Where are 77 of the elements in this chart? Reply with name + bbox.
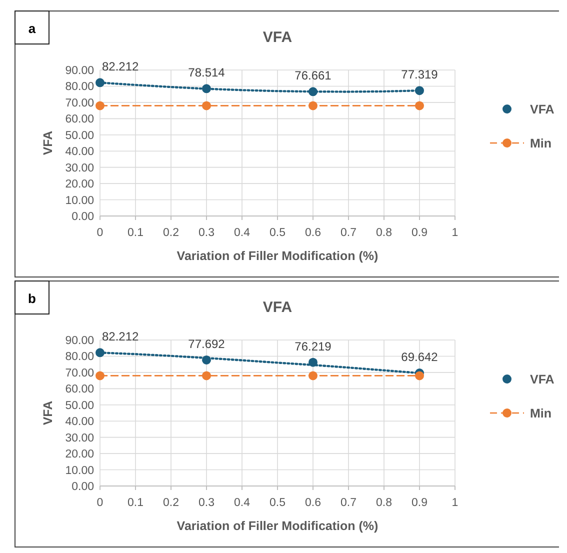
data-label: 69.642 bbox=[401, 350, 438, 364]
point bbox=[415, 86, 424, 96]
y-axis-title: VFA bbox=[41, 400, 55, 426]
y-tick-label: 50.00 bbox=[65, 400, 94, 412]
text: b bbox=[28, 291, 36, 306]
data-label: 78.514 bbox=[188, 66, 226, 80]
y-tick-label: 30.00 bbox=[65, 162, 94, 174]
x-tick-label: 0.6 bbox=[305, 227, 321, 239]
x-tick-label: 0.1 bbox=[128, 227, 144, 239]
y-tick-label: 80.00 bbox=[65, 81, 94, 94]
y-tick-label: 20.00 bbox=[65, 178, 94, 191]
x-axis-title: Variation of Filler Modification (%) bbox=[176, 519, 378, 533]
x-tick-label: 1 bbox=[452, 227, 458, 239]
y-tick-label: 90.00 bbox=[65, 65, 94, 77]
y-tick-label: 40.00 bbox=[65, 416, 94, 428]
data-label: 82.212 bbox=[102, 60, 140, 74]
x-tick-label: 0.4 bbox=[234, 227, 251, 239]
x-tick-label: 0.9 bbox=[412, 497, 428, 509]
x-tick-label: 0.8 bbox=[376, 497, 392, 509]
data-label: 82.212 bbox=[102, 330, 140, 344]
x-tick-label: 0.1 bbox=[128, 497, 144, 509]
y-tick-label: 70.00 bbox=[65, 367, 94, 380]
chart-title: VFA bbox=[262, 29, 292, 46]
y-tick-label: 30.00 bbox=[65, 432, 94, 444]
legend-label: VFA bbox=[530, 102, 554, 116]
text: a bbox=[28, 21, 36, 36]
x-tick-label: 0.5 bbox=[270, 497, 286, 509]
x-tick-label: 0.7 bbox=[340, 227, 356, 239]
y-tick-label: 0.00 bbox=[72, 211, 94, 223]
y-tick-label: 20.00 bbox=[65, 448, 94, 461]
x-tick-label: 0.5 bbox=[270, 227, 286, 239]
point bbox=[202, 371, 211, 380]
x-axis-title: Variation of Filler Modification (%) bbox=[176, 249, 378, 263]
y-tick-label: 90.00 bbox=[65, 335, 94, 347]
y-tick-label: 60.00 bbox=[65, 384, 94, 396]
point bbox=[415, 371, 424, 380]
legend-label: VFA bbox=[530, 372, 554, 386]
x-tick-label: 0.3 bbox=[198, 227, 214, 239]
point bbox=[308, 358, 318, 367]
point bbox=[415, 101, 424, 110]
x-tick-label: 0.2 bbox=[163, 227, 179, 239]
x-tick-label: 1 bbox=[452, 497, 458, 509]
x-tick-label: 0 bbox=[96, 227, 104, 239]
y-tick-label: 50.00 bbox=[65, 130, 94, 142]
point bbox=[202, 101, 211, 110]
x-tick-label: 0.6 bbox=[305, 497, 321, 509]
legend-label: Min bbox=[530, 136, 552, 150]
y-tick-label: 60.00 bbox=[65, 114, 94, 126]
point bbox=[96, 101, 104, 110]
x-tick-label: 0.9 bbox=[412, 227, 428, 239]
legend-label: Min bbox=[530, 406, 552, 420]
x-tick-label: 0.8 bbox=[376, 227, 392, 239]
x-tick-label: 0 bbox=[96, 497, 104, 509]
y-axis-title: VFA bbox=[41, 130, 55, 156]
x-tick-label: 0.3 bbox=[198, 497, 214, 509]
point bbox=[96, 348, 104, 358]
y-tick-label: 70.00 bbox=[65, 97, 94, 110]
x-tick-label: 0.4 bbox=[234, 497, 251, 509]
data-label: 76.661 bbox=[294, 68, 332, 83]
x-tick-label: 0.7 bbox=[340, 497, 356, 509]
y-tick-label: 10.00 bbox=[65, 464, 94, 477]
point bbox=[202, 355, 211, 364]
y-tick-label: 40.00 bbox=[65, 146, 94, 158]
data-label: 77.692 bbox=[188, 336, 226, 351]
point bbox=[96, 371, 104, 380]
point bbox=[308, 101, 318, 110]
point bbox=[308, 87, 318, 96]
x-tick-label: 0.2 bbox=[163, 497, 179, 509]
y-tick-label: 80.00 bbox=[65, 351, 94, 364]
data-label: 77.319 bbox=[401, 68, 438, 82]
point bbox=[308, 371, 318, 380]
point bbox=[96, 78, 104, 88]
y-tick-label: 0.00 bbox=[72, 481, 94, 493]
data-label: 76.219 bbox=[294, 339, 332, 354]
point bbox=[202, 84, 211, 94]
y-tick-label: 10.00 bbox=[65, 194, 94, 207]
chart-title: VFA bbox=[262, 299, 292, 316]
